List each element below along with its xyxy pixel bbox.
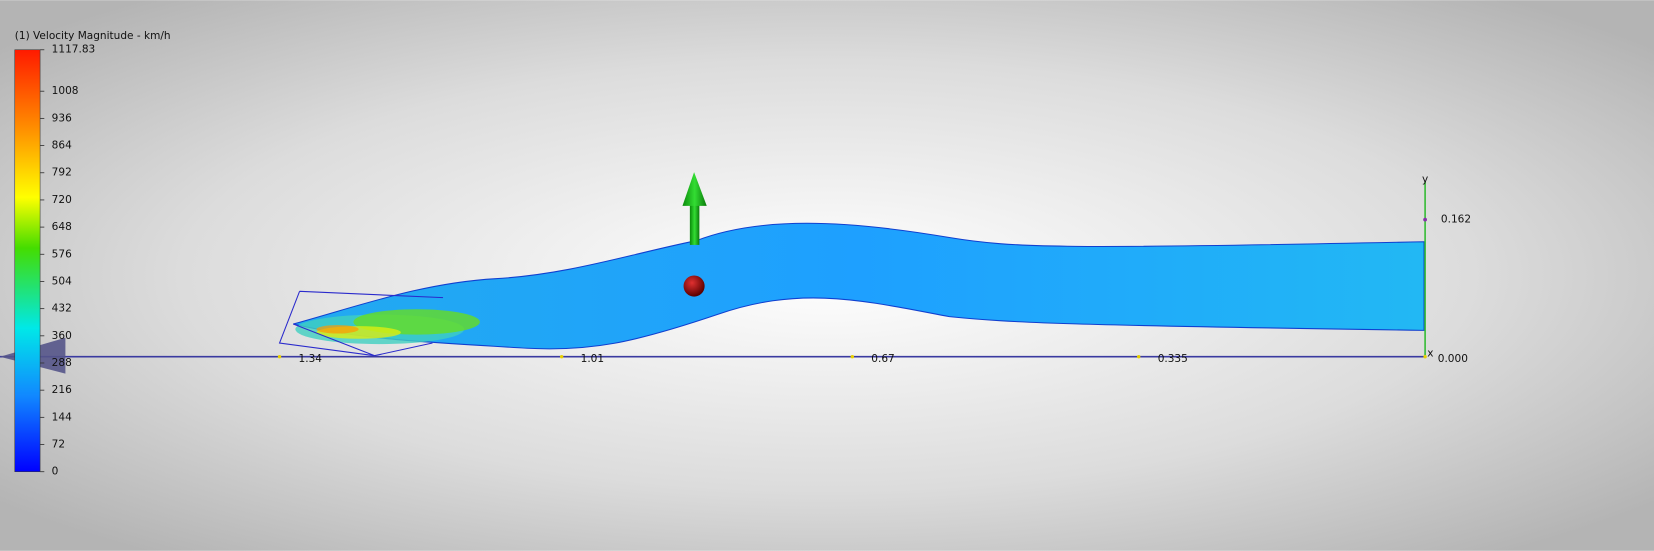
flow-pipe	[293, 222, 1425, 350]
legend-tick-label: 72	[52, 439, 65, 451]
x-tick-label: 1.34	[299, 353, 323, 365]
legend-tick-label: 432	[52, 303, 72, 315]
legend-tick-label: 648	[52, 221, 72, 233]
legend-tick-label: 936	[52, 112, 72, 124]
legend-tick-label: 504	[52, 275, 72, 287]
x-tick	[1423, 355, 1427, 359]
x-tick	[559, 355, 564, 359]
x-tick	[277, 355, 282, 359]
y-axis-label: y	[1422, 174, 1428, 186]
legend-tick-label: 720	[52, 194, 72, 206]
legend-tick-label: 144	[52, 411, 72, 423]
x-tick	[1137, 355, 1141, 359]
legend-tick-label: 360	[52, 330, 72, 342]
y-tick	[1423, 217, 1427, 222]
x-axis-end-label: x	[1427, 348, 1433, 360]
color-bar	[14, 49, 41, 472]
x-tick-label: 1.01	[581, 353, 604, 365]
y-tick-label: 0.162	[1441, 214, 1471, 226]
legend-title: (1) Velocity Magnitude - km/h	[15, 30, 171, 42]
legend-tick-label: 1008	[52, 85, 79, 97]
legend-tick-label: 288	[52, 357, 72, 369]
legend-tick-label: 216	[52, 384, 72, 396]
high-velocity-region	[295, 309, 480, 345]
legend-tick-label: 576	[52, 248, 72, 260]
x-tick-label: 0.000	[1438, 353, 1468, 365]
x-tick-label: 0.67	[871, 353, 894, 365]
legend-tick-label: 0	[52, 466, 59, 478]
x-tick	[850, 355, 855, 359]
probe-sphere	[683, 275, 705, 297]
legend-tick-label: 792	[52, 167, 72, 179]
x-tick-label: 0.335	[1158, 353, 1188, 365]
domain-outline	[278, 290, 444, 357]
force-arrow-shaft	[689, 202, 700, 245]
force-arrow-head	[682, 172, 707, 206]
legend-tick-label: 864	[52, 140, 72, 152]
legend-tick-label: 1117.83	[52, 44, 96, 56]
